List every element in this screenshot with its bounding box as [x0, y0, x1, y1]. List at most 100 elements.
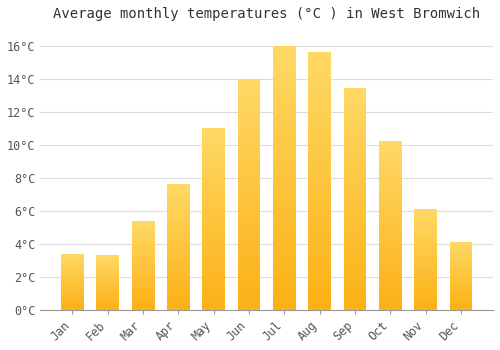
- Bar: [344, 243, 366, 248]
- Bar: [273, 51, 296, 56]
- Bar: [167, 187, 190, 189]
- Bar: [132, 308, 154, 310]
- Bar: [61, 290, 84, 292]
- Bar: [344, 199, 366, 204]
- Bar: [414, 235, 437, 237]
- Bar: [167, 194, 190, 197]
- Bar: [202, 292, 225, 295]
- Bar: [167, 244, 190, 247]
- Bar: [238, 301, 260, 305]
- Bar: [308, 109, 331, 114]
- Bar: [132, 258, 154, 260]
- Bar: [450, 280, 472, 281]
- Bar: [96, 262, 119, 263]
- Bar: [308, 99, 331, 104]
- Bar: [167, 204, 190, 207]
- Bar: [238, 264, 260, 268]
- Bar: [379, 236, 402, 239]
- Bar: [344, 128, 366, 133]
- Bar: [379, 148, 402, 152]
- Bar: [167, 270, 190, 272]
- Bar: [344, 208, 366, 212]
- Bar: [96, 266, 119, 267]
- Bar: [238, 166, 260, 171]
- Bar: [379, 155, 402, 158]
- Bar: [61, 292, 84, 293]
- Bar: [450, 245, 472, 246]
- Bar: [450, 249, 472, 250]
- Bar: [414, 243, 437, 245]
- Bar: [379, 300, 402, 303]
- Bar: [344, 97, 366, 102]
- Bar: [132, 265, 154, 267]
- Bar: [414, 289, 437, 292]
- Bar: [273, 183, 296, 188]
- Bar: [61, 272, 84, 273]
- Bar: [96, 257, 119, 259]
- Bar: [450, 250, 472, 252]
- Bar: [202, 197, 225, 201]
- Bar: [132, 276, 154, 278]
- Bar: [414, 306, 437, 308]
- Bar: [132, 237, 154, 238]
- Bar: [308, 232, 331, 238]
- Bar: [202, 288, 225, 292]
- Bar: [238, 88, 260, 92]
- Bar: [238, 83, 260, 88]
- Bar: [132, 301, 154, 303]
- Bar: [450, 265, 472, 266]
- Bar: [308, 130, 331, 135]
- Bar: [273, 109, 296, 114]
- Bar: [132, 306, 154, 308]
- Bar: [132, 222, 154, 224]
- Bar: [273, 93, 296, 98]
- Bar: [450, 298, 472, 299]
- Bar: [379, 225, 402, 229]
- Bar: [202, 241, 225, 244]
- Bar: [379, 202, 402, 205]
- Bar: [273, 135, 296, 141]
- Bar: [132, 272, 154, 274]
- Bar: [450, 262, 472, 264]
- Bar: [379, 242, 402, 246]
- Bar: [238, 134, 260, 139]
- Bar: [414, 257, 437, 259]
- Bar: [308, 268, 331, 274]
- Bar: [96, 303, 119, 304]
- Bar: [61, 302, 84, 303]
- Bar: [450, 307, 472, 308]
- Bar: [61, 275, 84, 276]
- Bar: [308, 279, 331, 284]
- Bar: [308, 73, 331, 78]
- Bar: [344, 177, 366, 181]
- Bar: [167, 214, 190, 217]
- Bar: [414, 302, 437, 304]
- Bar: [273, 289, 296, 294]
- Bar: [61, 261, 84, 262]
- Bar: [308, 217, 331, 222]
- Bar: [308, 160, 331, 166]
- Bar: [450, 269, 472, 271]
- Bar: [96, 305, 119, 307]
- Bar: [61, 256, 84, 257]
- Bar: [450, 256, 472, 257]
- Bar: [61, 286, 84, 287]
- Bar: [344, 181, 366, 186]
- Bar: [450, 261, 472, 262]
- Bar: [344, 301, 366, 305]
- Bar: [379, 293, 402, 296]
- Bar: [61, 271, 84, 272]
- Bar: [238, 277, 260, 282]
- Bar: [61, 303, 84, 304]
- Bar: [414, 304, 437, 306]
- Bar: [344, 115, 366, 119]
- Bar: [308, 155, 331, 160]
- Bar: [450, 268, 472, 269]
- Bar: [167, 262, 190, 265]
- Bar: [238, 180, 260, 185]
- Bar: [202, 270, 225, 273]
- Bar: [61, 269, 84, 271]
- Bar: [308, 238, 331, 243]
- Bar: [308, 191, 331, 196]
- Bar: [202, 259, 225, 262]
